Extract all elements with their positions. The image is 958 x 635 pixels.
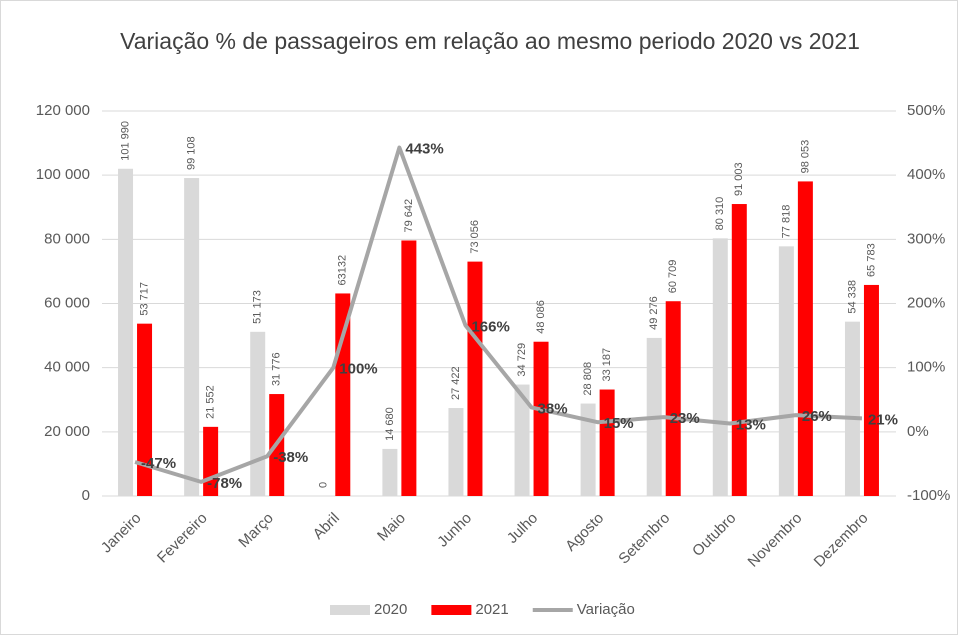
data-label: 443% xyxy=(405,141,443,158)
y2-tick-label: -100% xyxy=(907,487,950,504)
y2-tick-label: 500% xyxy=(907,102,945,119)
line xyxy=(134,145,863,484)
data-label: 28 808 xyxy=(582,362,594,396)
data-label: 33 187 xyxy=(601,348,613,382)
bar xyxy=(250,331,266,496)
y2-tick-label: 0% xyxy=(907,423,929,440)
bar xyxy=(844,321,860,496)
data-label: 166% xyxy=(471,318,509,335)
bar xyxy=(778,246,794,496)
data-label: 53 717 xyxy=(138,282,150,316)
data-label: 0 xyxy=(318,482,330,488)
data-label: 21% xyxy=(868,411,898,428)
bar xyxy=(118,168,134,496)
legend-swatch xyxy=(431,605,472,615)
bar xyxy=(382,448,398,496)
data-label: 91 003 xyxy=(733,162,745,196)
bar xyxy=(184,178,200,496)
data-label: 60 709 xyxy=(667,260,679,294)
bar xyxy=(580,403,596,496)
legend-swatch xyxy=(330,605,370,615)
data-label: 14 680 xyxy=(384,407,396,441)
y2-tick-label: 100% xyxy=(907,359,945,376)
data-label: 54 338 xyxy=(846,280,858,314)
legend-label: Variação xyxy=(577,601,635,618)
data-label: 51 173 xyxy=(252,290,264,324)
legend-label: 2020 xyxy=(374,601,407,618)
y-tick-label: 80 000 xyxy=(44,230,90,247)
data-label: -47% xyxy=(141,455,176,472)
data-label: 63132 xyxy=(337,255,349,286)
bar xyxy=(514,384,530,496)
bar xyxy=(401,240,417,496)
data-label: 98 053 xyxy=(799,140,811,174)
data-label: 100% xyxy=(339,361,377,378)
data-label: 38% xyxy=(538,400,568,417)
bar xyxy=(467,261,483,496)
data-label: 65 783 xyxy=(865,243,877,277)
data-label: -38% xyxy=(273,449,308,466)
data-label: 21 552 xyxy=(205,385,217,419)
y2-tick-label: 400% xyxy=(907,166,945,183)
data-label: 15% xyxy=(604,415,634,432)
data-label: 49 276 xyxy=(648,296,660,330)
data-label: 73 056 xyxy=(469,220,481,254)
y2-tick-label: 300% xyxy=(907,230,945,247)
y2-tick-label: 200% xyxy=(907,294,945,311)
data-label: 101 990 xyxy=(119,121,131,161)
data-label: 80 310 xyxy=(714,197,726,231)
data-label: 31 776 xyxy=(271,352,283,386)
bar xyxy=(665,301,681,496)
data-label: 79 642 xyxy=(403,199,415,233)
data-label: -78% xyxy=(207,475,242,492)
bar xyxy=(599,389,615,496)
bar xyxy=(712,238,728,496)
data-label: 13% xyxy=(736,416,766,433)
legend-label: 2021 xyxy=(475,601,508,618)
bar xyxy=(731,204,747,496)
bar xyxy=(533,341,549,496)
y-tick-label: 60 000 xyxy=(44,294,90,311)
bar xyxy=(863,284,879,496)
data-label: 27 422 xyxy=(450,366,462,400)
bar xyxy=(137,323,153,496)
y-tick-label: 100 000 xyxy=(36,166,90,183)
data-label: 77 818 xyxy=(780,205,792,239)
y-tick-label: 40 000 xyxy=(44,359,90,376)
data-label: 99 108 xyxy=(186,136,198,170)
y-tick-label: 0 xyxy=(82,487,90,504)
bar xyxy=(797,181,813,497)
bar xyxy=(448,408,464,496)
y-tick-label: 120 000 xyxy=(36,102,90,119)
y-tick-label: 20 000 xyxy=(44,423,90,440)
data-label: 48 086 xyxy=(535,300,547,334)
chart-title: Variação % de passageiros em relação ao … xyxy=(120,28,860,54)
data-label: 23% xyxy=(670,410,700,427)
data-label: 26% xyxy=(802,408,832,425)
data-label: 34 729 xyxy=(516,343,528,377)
